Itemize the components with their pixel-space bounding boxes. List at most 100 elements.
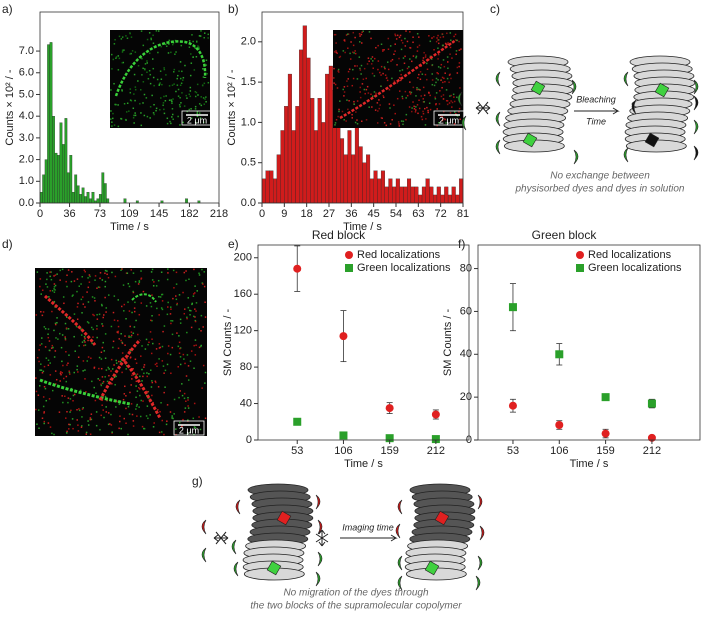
speckle: [428, 102, 431, 105]
speckle: [444, 72, 446, 74]
speckle: [54, 383, 57, 385]
speckle: [67, 397, 70, 399]
y-tick-label: 0.0: [241, 197, 256, 209]
speckle: [183, 392, 186, 395]
speckle: [445, 99, 448, 102]
speckle: [66, 430, 68, 433]
speckle: [121, 342, 124, 345]
speckle: [200, 345, 202, 348]
speckle: [424, 54, 427, 56]
speckle: [65, 351, 67, 353]
speckle: [416, 50, 419, 52]
speckle: [129, 53, 131, 55]
speckle: [370, 93, 372, 96]
speckle: [151, 380, 153, 382]
speckle: [182, 76, 185, 79]
speckle: [349, 58, 352, 60]
speckle: [338, 56, 341, 59]
speckle: [148, 341, 150, 344]
speckle: [43, 412, 45, 414]
speckle: [120, 339, 122, 342]
speckle: [422, 86, 425, 89]
speckle: [169, 313, 172, 315]
speckle: [41, 314, 44, 317]
speckle: [441, 86, 443, 89]
dye: [397, 575, 403, 591]
speckle: [120, 305, 123, 308]
speckle: [56, 317, 58, 319]
speckle: [201, 268, 203, 271]
speckle: [147, 417, 149, 420]
speckle: [76, 365, 79, 367]
speckle: [170, 322, 172, 325]
speckle: [383, 66, 386, 68]
speckle: [84, 306, 86, 308]
speckle: [163, 67, 165, 69]
speckle: [396, 82, 399, 84]
speckle: [150, 319, 152, 322]
speckle: [449, 46, 452, 49]
speckle: [456, 66, 459, 69]
speckle: [194, 308, 196, 310]
bar: [328, 65, 333, 204]
speckle: [383, 49, 385, 51]
speckle: [92, 336, 94, 338]
speckle: [53, 329, 55, 332]
speckle: [163, 391, 165, 394]
speckle: [453, 96, 455, 98]
speckle: [379, 104, 381, 106]
speckle: [140, 112, 142, 114]
speckle: [152, 112, 155, 114]
speckle: [113, 124, 116, 126]
speckle: [100, 351, 103, 353]
speckle: [35, 390, 38, 393]
speckle: [184, 362, 186, 365]
speckle: [412, 86, 415, 89]
speckle: [334, 83, 337, 86]
speckle: [186, 110, 189, 113]
speckle: [169, 120, 171, 123]
bar: [54, 152, 58, 204]
speckle: [177, 345, 180, 348]
speckle: [368, 60, 370, 62]
y-tick-label: 7.0: [19, 45, 34, 57]
speckle: [394, 112, 396, 115]
speckle: [183, 358, 185, 360]
speckle: [179, 105, 181, 108]
speckle: [195, 55, 198, 58]
speckle: [194, 47, 197, 49]
speckle: [187, 405, 189, 407]
speckle: [450, 100, 452, 102]
speckle: [202, 97, 205, 99]
speckle: [405, 30, 407, 32]
speckle: [173, 413, 175, 415]
bar: [343, 154, 348, 204]
speckle: [365, 119, 368, 121]
speckle: [171, 333, 174, 336]
bar: [399, 186, 404, 204]
speckle: [98, 367, 100, 370]
speckle: [144, 68, 146, 70]
speckle: [167, 345, 170, 347]
fiber: [39, 378, 131, 406]
speckle: [458, 65, 460, 68]
speckle: [168, 85, 171, 87]
speckle: [102, 325, 104, 327]
speckle: [352, 77, 355, 80]
speckle: [361, 83, 364, 85]
speckle: [178, 335, 180, 337]
speckle: [453, 111, 456, 113]
speckle: [380, 74, 382, 76]
dye: [477, 494, 483, 510]
speckle: [133, 310, 136, 313]
speckle: [426, 78, 428, 81]
speckle: [200, 104, 203, 107]
bar: [354, 122, 359, 204]
speckle: [333, 82, 335, 84]
speckle: [387, 48, 390, 50]
speckle: [346, 80, 348, 82]
speckle: [138, 313, 141, 316]
speckle: [190, 53, 192, 55]
speckle: [95, 424, 98, 427]
